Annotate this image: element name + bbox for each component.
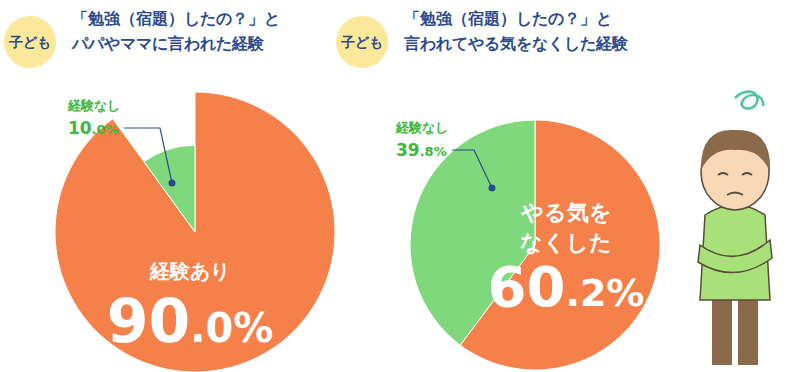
value-label-decimal: .8%: [420, 144, 447, 159]
title: 「勉強（宿題）したの？」と: [404, 9, 612, 28]
value-label-main: 10: [68, 118, 92, 138]
swirl: [735, 92, 763, 109]
pie-slice: [144, 145, 195, 232]
chart-canvas: 子ども「勉強（宿題）したの？」とパパやママに言われた経験経験あり90.0%経験な…: [0, 0, 800, 372]
slice-label: 経験あり: [149, 259, 230, 283]
hair: [701, 130, 770, 172]
leader-dot: [169, 180, 176, 187]
badge: [336, 16, 388, 68]
pie-slice: [55, 92, 335, 372]
pie-chart: 子ども 「勉強（宿題）したの？」と言われてやる気をなくした経験やる気をなくした60…: [336, 9, 660, 370]
arms: [698, 240, 772, 273]
value-label: 10.0%: [68, 118, 119, 138]
value-label: 90.0%: [107, 286, 274, 356]
slice-label: やる気を: [520, 200, 612, 225]
badge-text: 子ども: [8, 34, 51, 50]
title: パパやママに言われた経験: [71, 34, 265, 53]
slice-label: なくした: [520, 230, 612, 255]
face: [718, 173, 752, 195]
pie-chart: 子ども「勉強（宿題）したの？」とパパやママに言われた経験経験あり90.0%経験な…: [4, 9, 335, 372]
illustration: [698, 92, 772, 365]
title: 「勉強（宿題）したの？」と: [72, 9, 280, 28]
value-label-main: 39: [396, 140, 420, 160]
leader-line: [452, 150, 492, 188]
callout-label: 経験なし: [395, 120, 448, 135]
value-label-main: 60: [488, 254, 566, 319]
title: 言われてやる気をなくした経験: [403, 34, 629, 53]
value-label: 60.2%: [488, 254, 645, 319]
callout-label: 経験なし: [67, 98, 120, 113]
leader-line: [124, 128, 172, 183]
value-label-decimal: .0%: [190, 305, 273, 351]
badge: [4, 16, 56, 68]
value-label-main: 90: [107, 286, 191, 356]
badge-text: 子ども: [340, 34, 383, 50]
value-label-decimal: .2%: [565, 271, 644, 315]
leader-dot: [489, 185, 496, 192]
value-label: 39.8%: [396, 140, 447, 160]
value-label-decimal: .0%: [92, 122, 119, 137]
